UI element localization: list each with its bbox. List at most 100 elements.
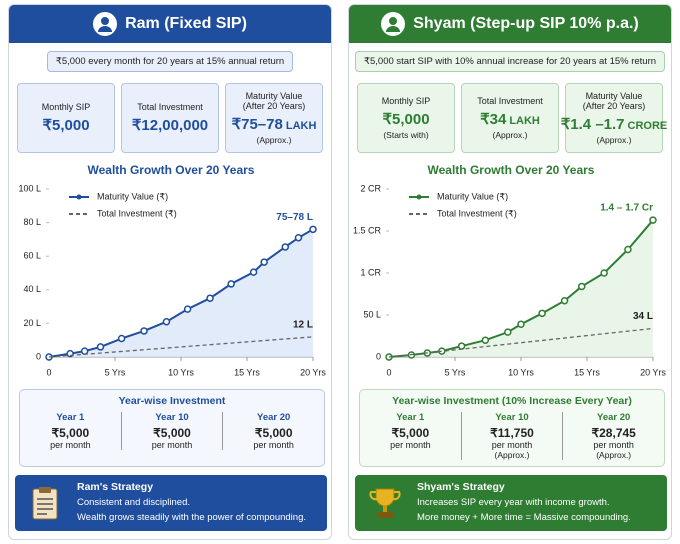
- year-label: Year 1: [396, 412, 425, 423]
- strategy-glyph: [32, 487, 58, 520]
- marker: [260, 258, 268, 266]
- yearwise-row: Year 1 ₹5,000 per month Year 10 ₹5,000 per mo…: [20, 412, 324, 450]
- year-per: per month: [491, 440, 533, 450]
- y-tick-label: 1.5 CR: [353, 225, 382, 235]
- stat-label: Maturity Value: [245, 91, 303, 101]
- year-label: Year 10: [155, 412, 189, 423]
- y-tick-label: 0: [36, 351, 41, 361]
- chart-title: Wealth Growth Over 20 Years: [88, 163, 255, 177]
- year-amount: ₹5,000: [51, 426, 90, 440]
- stat-unit: LAKH: [509, 115, 540, 127]
- x-tick-label: 5 Yrs: [445, 367, 466, 377]
- stat-note: (Approx.): [256, 135, 292, 145]
- strategy-line: Consistent and disciplined.: [77, 497, 191, 508]
- subtitle-row: ₹5,000 every month for 20 years at 15% a…: [9, 51, 331, 72]
- marker: [624, 245, 632, 254]
- yearwise-title: Year-wise Investment (10% Increase Every…: [392, 395, 632, 407]
- y-tick-label: 60 L: [23, 251, 41, 261]
- user-icon: [93, 12, 118, 36]
- legend-label: Maturity Value (₹): [97, 191, 168, 201]
- year-per: per month: [593, 440, 634, 450]
- y-tick-label: 0: [376, 351, 381, 361]
- stat-label: Maturity Value: [585, 91, 643, 101]
- x-tick-label: 0: [386, 367, 391, 377]
- stat-box: Monthly SIP ₹5,000: [17, 83, 115, 153]
- x-tick-label: 10 Yrs: [168, 367, 194, 377]
- marker: [517, 320, 525, 328]
- stat-box: Total Investment ₹34 LAKH (Approx.): [461, 83, 559, 153]
- marker: [227, 280, 235, 288]
- strategy-line: More money + More time = Massive compoun…: [417, 512, 631, 523]
- marker: [504, 328, 512, 336]
- panel-title: Ram (Fixed SIP): [125, 15, 247, 32]
- yearwise-item: Year 20 ₹28,745 per month (Approx.): [562, 412, 664, 460]
- yearwise-item: Year 10 ₹5,000 per month: [120, 412, 223, 450]
- marker: [140, 327, 148, 335]
- stat-amount: ₹75–78: [231, 116, 283, 133]
- marker: [294, 233, 303, 242]
- yearwise-title: Year-wise Investment: [118, 395, 226, 407]
- marker: [117, 334, 126, 343]
- user-glyph: [98, 17, 113, 32]
- panel-header: Ram (Fixed SIP): [9, 5, 331, 43]
- panel-title: Shyam (Step-up SIP 10% p.a.): [413, 15, 639, 32]
- chart: Wealth Growth Over 20 Years 0 50 L 1 CR 1.5 …: [353, 163, 666, 377]
- yearwise-item: Year 1 ₹5,000 per month: [20, 412, 121, 450]
- marker: [600, 269, 608, 277]
- marker: [649, 216, 657, 224]
- stat-box: Maturity Value (After 20 Years) ₹75–78 LAKH…: [225, 83, 323, 153]
- strategy-title: Shyam's Strategy: [417, 481, 505, 493]
- area: [49, 229, 313, 357]
- x-tick-label: 20 Yrs: [300, 367, 326, 377]
- strategy-glyph: [369, 488, 401, 518]
- marker: [80, 347, 89, 355]
- y-tick-label: 40 L: [23, 284, 41, 294]
- panel: Ram (Fixed SIP) ₹5,000 every month for 20…: [8, 4, 332, 540]
- y-tick-label: 80 L: [23, 217, 41, 227]
- stat-box: Maturity Value (After 20 Years) ₹1.4 –1.7 C…: [561, 83, 667, 153]
- chart: Wealth Growth Over 20 Years 0 20 L 40 L 60 L…: [18, 163, 326, 377]
- marker: [206, 294, 214, 302]
- stat-box: Monthly SIP ₹5,000 (Starts with): [357, 83, 455, 153]
- end-label: 1.4 – 1.7 Cr: [600, 203, 653, 214]
- stat-unit: LAKH: [285, 120, 317, 132]
- year-amount: ₹28,745: [591, 426, 636, 440]
- stat-value: ₹1.4 –1.7 CRORE: [561, 115, 668, 133]
- year-amount: ₹5,000: [391, 426, 430, 440]
- year-per: per month: [253, 440, 294, 450]
- year-label: Year 20: [597, 412, 631, 423]
- x-tick-label: 0: [46, 367, 51, 377]
- year-label: Year 20: [257, 412, 291, 423]
- year-label: Year 1: [56, 412, 85, 423]
- x-tick-label: 15 Yrs: [574, 367, 600, 377]
- year-amount: ₹5,000: [153, 426, 191, 440]
- stat-value: ₹5,000: [42, 116, 89, 134]
- marker: [457, 342, 466, 350]
- user-icon: [381, 12, 406, 36]
- strategy-box: Shyam's Strategy Increases SIP every year…: [355, 475, 667, 531]
- stat-unit: CRORE: [627, 120, 668, 132]
- strategy-box: Ram's Strategy Consistent and disciplined…: [15, 475, 327, 531]
- stat-sublabel: (After 20 Years): [582, 101, 646, 111]
- y-tick-label: 50 L: [363, 309, 381, 319]
- strategy-line: Increases SIP every year with income gro…: [417, 497, 610, 508]
- yearwise-box: Year-wise Investment Year 1 ₹5,000 per mont…: [19, 389, 325, 467]
- yearwise-item: Year 1 ₹5,000 per month: [360, 412, 461, 460]
- year-amount: ₹11,750: [490, 426, 534, 440]
- strategy-icon: [367, 485, 403, 521]
- strategy-icon: [27, 485, 63, 521]
- stat-amount: ₹5,000: [42, 117, 90, 134]
- yearwise-item: Year 10 ₹11,750 per month (Approx.): [460, 412, 563, 460]
- stat-amount: ₹34: [480, 111, 507, 128]
- stat-label: Total Investment: [477, 96, 543, 106]
- end-label: 75–78 L: [276, 212, 313, 223]
- end-label: 34 L: [633, 311, 653, 322]
- legend-label: Total Investment (₹): [97, 208, 177, 218]
- strategy-line: Wealth grows steadily with the power of …: [77, 512, 307, 523]
- legend-marker: [416, 194, 422, 200]
- marker: [249, 268, 258, 276]
- strategy-title: Ram's Strategy: [77, 481, 154, 493]
- user-glyph: [386, 17, 401, 32]
- x-tick-label: 15 Yrs: [234, 367, 260, 377]
